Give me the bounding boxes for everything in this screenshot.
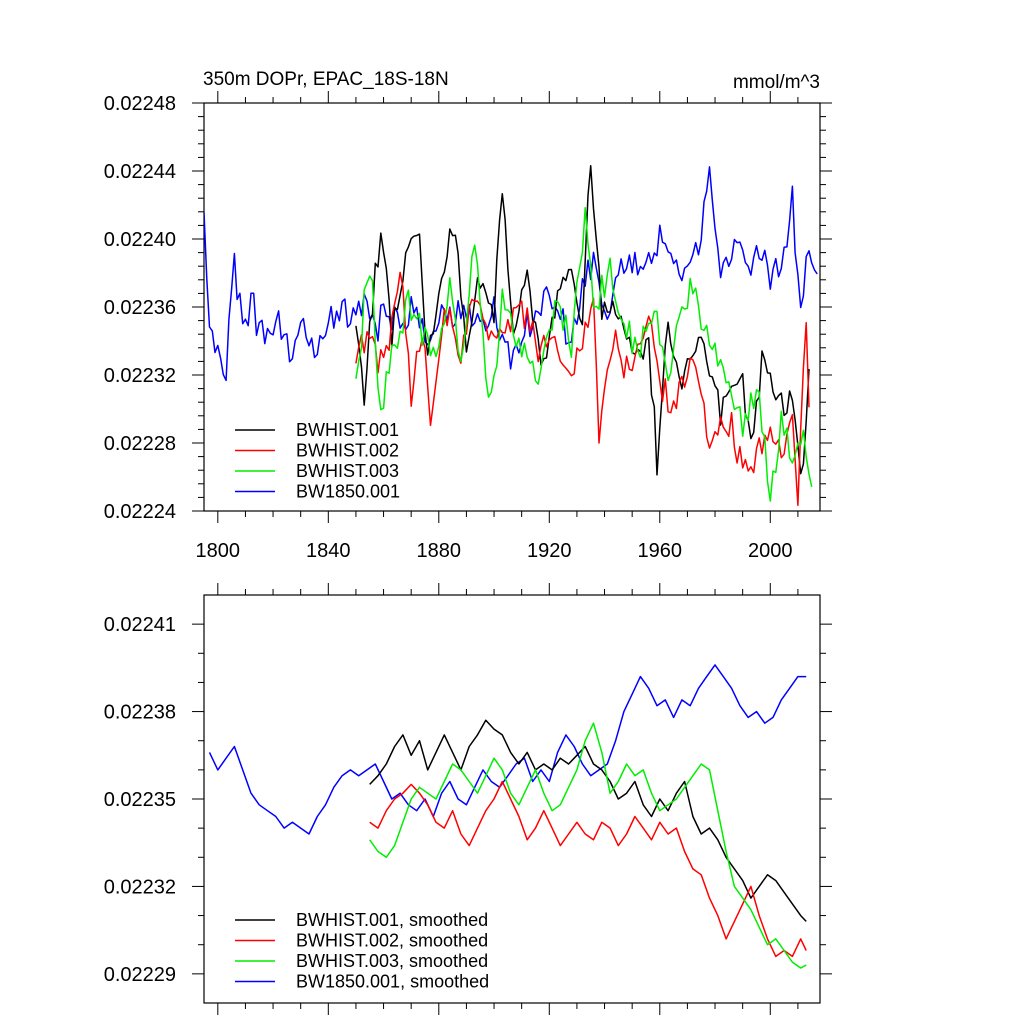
y-tick-label: 0.02240 <box>104 229 176 251</box>
legend-label: BWHIST.002 <box>296 441 399 461</box>
legend-label: BW1850.001 <box>296 482 400 502</box>
series-line-1 <box>369 780 807 958</box>
series-line-0 <box>369 719 807 922</box>
x-tick-label: 1840 <box>306 540 351 562</box>
y-tick-label: 0.02248 <box>104 93 176 115</box>
y-tick-label: 0.02244 <box>104 161 176 183</box>
top-panel: 350m DOPr, EPAC_18S-18N mmol/m^3 1800 184… <box>104 69 832 562</box>
series-line-3 <box>208 664 807 835</box>
y-tick-label: 0.02232 <box>104 365 176 387</box>
series-line-2 <box>369 722 807 969</box>
x-tick-label: 1880 <box>417 540 462 562</box>
legend-label: BWHIST.003 <box>296 461 399 481</box>
y-tick-label: 0.02232 <box>104 876 176 898</box>
x-tick-label: 1960 <box>638 540 683 562</box>
units-label: mmol/m^3 <box>733 72 820 93</box>
x-tick-label: 1800 <box>196 540 241 562</box>
y-tick-label: 0.02228 <box>104 433 176 455</box>
y-tick-label: 0.02224 <box>104 501 176 523</box>
series-line-3 <box>204 166 818 382</box>
x-tick-label: 2000 <box>748 540 793 562</box>
y-tick-label: 0.02236 <box>104 297 176 319</box>
y-tick-label: 0.02235 <box>104 789 176 811</box>
y-tick-label: 0.02229 <box>104 964 176 986</box>
chart-title: 350m DOPr, EPAC_18S-18N <box>203 69 449 90</box>
x-tick-label: 1920 <box>527 540 572 562</box>
series-line-1 <box>355 271 810 507</box>
legend-label: BW1850.001, smoothed <box>296 972 489 992</box>
legend-label: BWHIST.002, smoothed <box>296 931 488 951</box>
y-tick-label: 0.02238 <box>104 702 176 724</box>
bottom-panel: 0.02229 0.02232 0.02235 0.02238 0.02241 BWHIS… <box>104 583 832 1015</box>
legend-label: BWHIST.003, smoothed <box>296 951 488 971</box>
legend-label: BWHIST.001, smoothed <box>296 910 488 930</box>
legend-label: BWHIST.001 <box>296 420 399 440</box>
series-line-0 <box>355 165 810 476</box>
y-tick-label: 0.02241 <box>104 614 176 636</box>
series-line-2 <box>355 206 813 502</box>
